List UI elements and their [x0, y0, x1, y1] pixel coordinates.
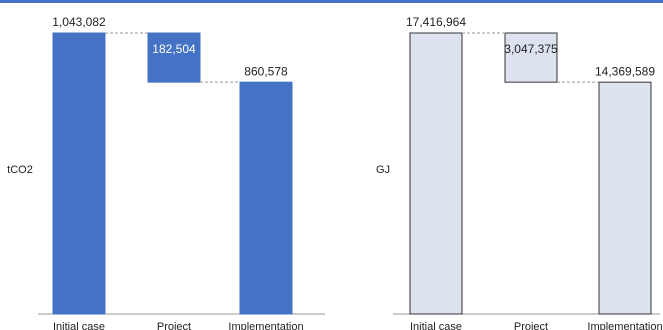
y-axis-label: GJ: [376, 164, 390, 176]
bar: [504, 32, 558, 83]
x-tick-label: Project: [157, 321, 191, 330]
bar: [147, 32, 201, 83]
value-label: 182,504: [152, 42, 196, 56]
bar: [52, 32, 106, 315]
x-tick-label: Project: [514, 321, 548, 330]
value-label: 17,416,964: [406, 15, 466, 29]
bar: [409, 32, 463, 315]
bar: [598, 81, 652, 315]
value-label: 14,369,589: [595, 64, 655, 78]
x-tick-label: Implementation: [587, 321, 662, 330]
value-label: 860,578: [244, 64, 288, 78]
value-label: 1,043,082: [52, 15, 106, 29]
y-axis-label: tCO2: [7, 164, 33, 176]
x-tick-label: Initial case: [410, 321, 462, 330]
x-tick-label: Initial case: [53, 321, 105, 330]
bar: [239, 81, 293, 315]
value-label: 3,047,375: [504, 42, 558, 56]
x-tick-label: Implementation: [228, 321, 303, 330]
